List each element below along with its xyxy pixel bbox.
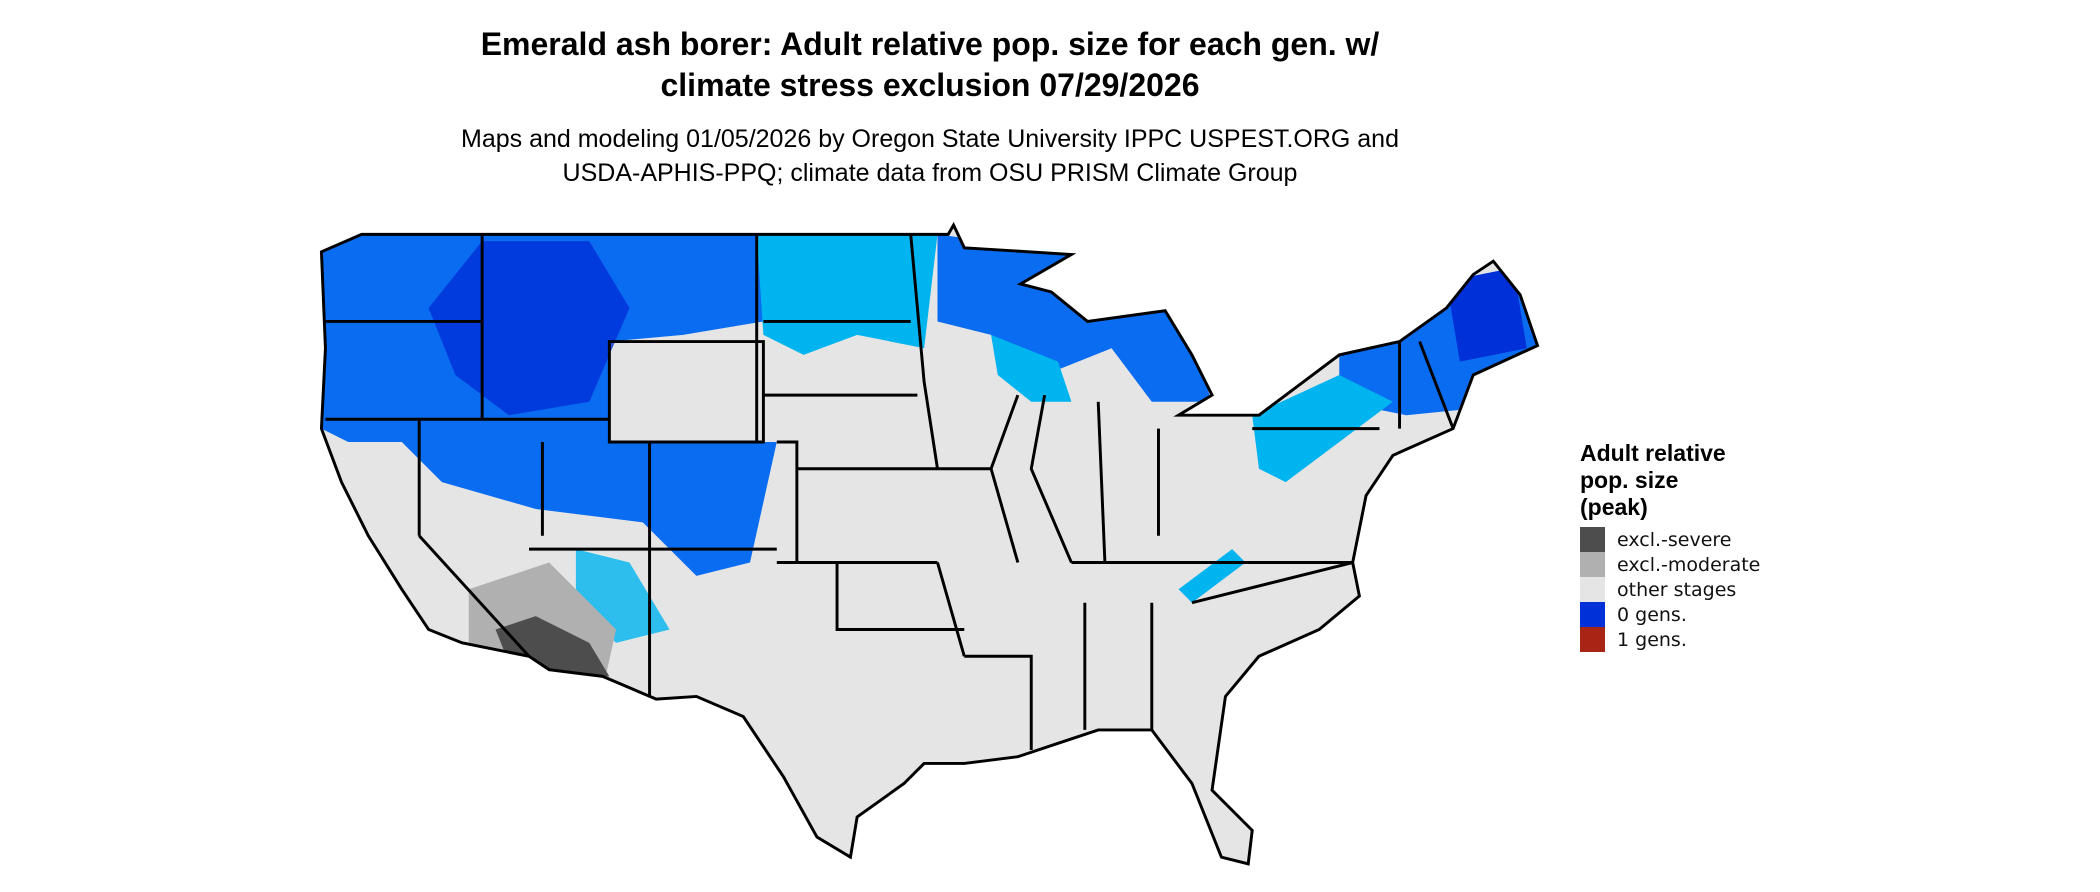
legend-item-other-stages: other stages xyxy=(1580,577,1760,602)
map-subtitle: Maps and modeling 01/05/2026 by Oregon S… xyxy=(330,122,1530,190)
legend-label: 0 gens. xyxy=(1617,603,1687,626)
region-northwest-dark xyxy=(428,241,630,416)
legend-item-0-gens: 0 gens. xyxy=(1580,602,1760,627)
legend-title-line: (peak) xyxy=(1580,494,1648,520)
legend-label: other stages xyxy=(1617,578,1737,601)
subtitle-line-2: USDA-APHIS-PPQ; climate data from OSU PR… xyxy=(562,159,1298,187)
population-layer xyxy=(321,227,1538,690)
legend-swatch xyxy=(1580,602,1605,627)
legend-label: 1 gens. xyxy=(1617,628,1687,651)
state-borders xyxy=(319,223,1539,866)
legend-title-line: Adult relative xyxy=(1580,440,1726,466)
title-line-2: climate stress exclusion 07/29/2026 xyxy=(660,67,1200,103)
legend-label: excl.-severe xyxy=(1617,528,1732,551)
legend-title-line: pop. size xyxy=(1580,467,1679,493)
legend-swatch xyxy=(1580,577,1605,602)
legend-label: excl.-moderate xyxy=(1617,553,1761,576)
region-greatlakes-light xyxy=(991,334,1072,402)
region-greatlakes-blue xyxy=(937,234,1213,402)
map-title: Emerald ash borer: Adult relative pop. s… xyxy=(330,24,1530,106)
legend-item-1-gens: 1 gens. xyxy=(1580,627,1760,652)
region-plains-light xyxy=(756,234,938,355)
legend-swatch xyxy=(1580,627,1605,652)
title-line-1: Emerald ash borer: Adult relative pop. s… xyxy=(480,26,1380,62)
legend-item-excl-moderate: excl.-moderate xyxy=(1580,552,1760,577)
region-northeast-dark xyxy=(1446,267,1527,362)
legend-item-excl-severe: excl.-severe xyxy=(1580,527,1760,552)
legend: Adult relative pop. size (peak) excl.-se… xyxy=(1580,440,1760,652)
legend-swatch xyxy=(1580,552,1605,577)
legend-swatch xyxy=(1580,527,1605,552)
subtitle-line-1: Maps and modeling 01/05/2026 by Oregon S… xyxy=(461,125,1399,153)
legend-title: Adult relative pop. size (peak) xyxy=(1580,440,1760,521)
